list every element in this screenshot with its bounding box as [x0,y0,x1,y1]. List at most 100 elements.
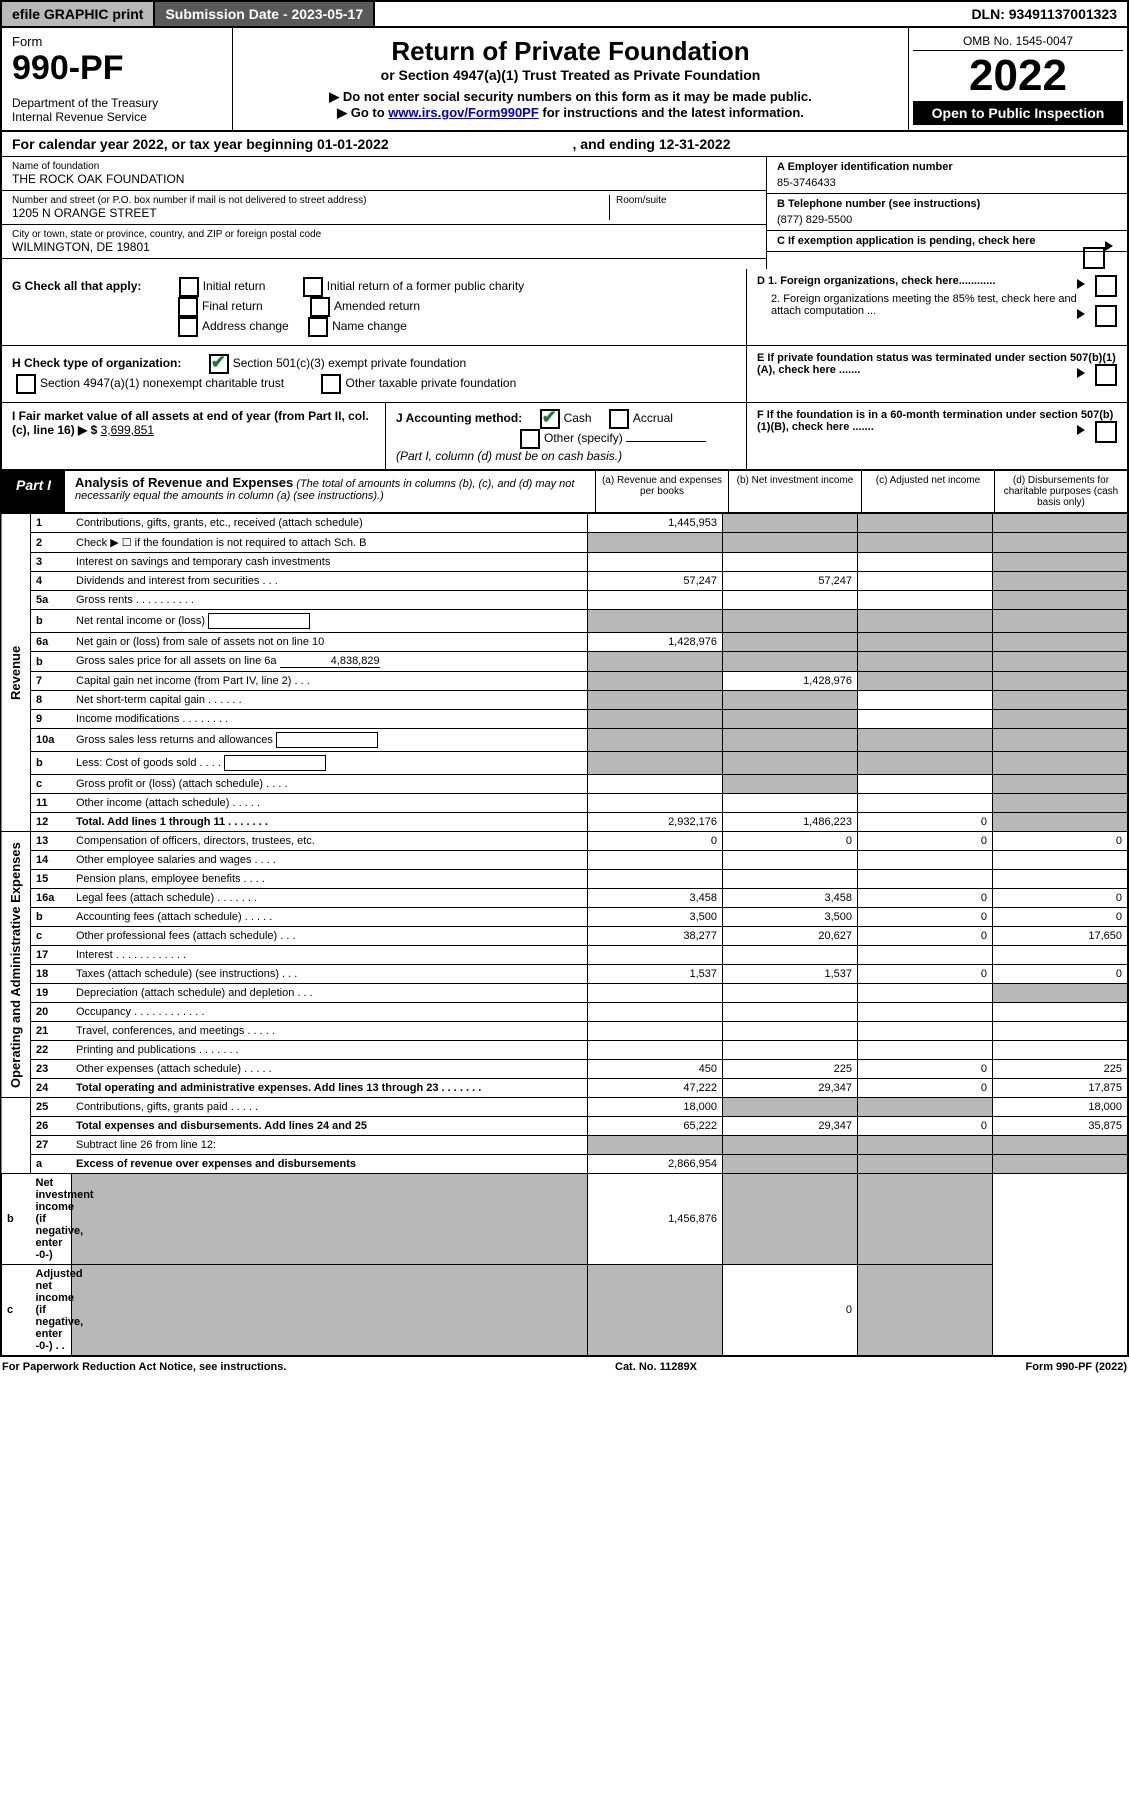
line-description: Capital gain net income (from Part IV, l… [71,672,588,691]
foundation-name-row: Name of foundation THE ROCK OAK FOUNDATI… [2,157,766,191]
ident-left: Name of foundation THE ROCK OAK FOUNDATI… [2,157,766,269]
f-checkbox[interactable] [1095,421,1117,443]
line-number: b [31,652,72,672]
amount-cell [993,572,1129,591]
line-number: 15 [31,870,72,889]
table-row: bNet investment income (if negative, ent… [1,1174,1128,1265]
table-row: 3Interest on savings and temporary cash … [1,553,1128,572]
4947a1-checkbox[interactable] [16,374,36,394]
amount-cell: 17,875 [993,1079,1129,1098]
section-f: F If the foundation is in a 60-month ter… [747,403,1127,469]
table-row: 2Check ▶ ☐ if the foundation is not requ… [1,533,1128,553]
line-number: 10a [31,729,72,752]
table-row: bNet rental income or (loss) [1,610,1128,633]
cash-checkbox[interactable] [540,409,560,429]
line-number: 11 [31,794,72,813]
amount-cell: 57,247 [723,572,858,591]
other-method-checkbox[interactable] [520,429,540,449]
line-number: 26 [31,1117,72,1136]
amount-cell [858,794,993,813]
line-number: 27 [31,1136,72,1155]
cy-begin: 01-01-2022 [317,136,389,152]
amount-cell [723,710,858,729]
open-public-badge: Open to Public Inspection [913,101,1123,125]
line-description: Interest . . . . . . . . . . . . [71,946,588,965]
amount-cell: 2,932,176 [588,813,723,832]
line-number: 23 [31,1060,72,1079]
501c3-checkbox[interactable] [209,354,229,374]
e-checkbox[interactable] [1095,364,1117,386]
omb-number: OMB No. 1545-0047 [913,32,1123,51]
header-note-1: ▶ Do not enter social security numbers o… [243,89,898,105]
note2-pre: ▶ Go to [337,105,388,120]
table-row: 8Net short-term capital gain . . . . . . [1,691,1128,710]
c-label: C If exemption application is pending, c… [777,235,1036,247]
table-row: bAccounting fees (attach schedule) . . .… [1,908,1128,927]
amount-cell [723,1098,858,1117]
amount-cell: 0 [858,965,993,984]
address-change-checkbox[interactable] [178,317,198,337]
amount-cell [723,633,858,652]
table-row: 19Depreciation (attach schedule) and dep… [1,984,1128,1003]
line-number: c [31,927,72,946]
amount-cell [993,851,1129,870]
d1-checkbox[interactable] [1095,275,1117,297]
amended-return-checkbox[interactable] [310,297,330,317]
efile-print-button[interactable]: efile GRAPHIC print [2,2,155,26]
calendar-year-row: For calendar year 2022, or tax year begi… [0,132,1129,157]
line-description: Legal fees (attach schedule) . . . . . .… [71,889,588,908]
accrual-checkbox[interactable] [609,409,629,429]
line-description: Excess of revenue over expenses and disb… [71,1155,588,1174]
d1-label: D 1. Foreign organizations, check here..… [757,275,995,287]
amount-cell [588,752,723,775]
exemption-pending-row: C If exemption application is pending, c… [767,231,1127,252]
name-change-checkbox[interactable] [308,317,328,337]
identification-block: Name of foundation THE ROCK OAK FOUNDATI… [0,157,1129,269]
ein-label: A Employer identification number [777,161,1117,173]
initial-return-checkbox[interactable] [179,277,199,297]
line-description: Income modifications . . . . . . . . [71,710,588,729]
initial-former-checkbox[interactable] [303,277,323,297]
amount-cell [993,813,1129,832]
amount-cell: 1,428,976 [588,633,723,652]
amount-cell [858,729,993,752]
line-description: Accounting fees (attach schedule) . . . … [71,908,588,927]
amount-cell: 57,247 [588,572,723,591]
line-description: Occupancy . . . . . . . . . . . . [71,1003,588,1022]
amount-cell [588,591,723,610]
amount-cell [723,514,858,533]
addr-label: Number and street (or P.O. box number if… [12,195,609,206]
g-label: G Check all that apply: [12,279,141,293]
amount-cell [723,591,858,610]
table-row: 9Income modifications . . . . . . . . [1,710,1128,729]
form-instructions-link[interactable]: www.irs.gov/Form990PF [388,105,539,120]
final-return-checkbox[interactable] [178,297,198,317]
amount-cell [993,633,1129,652]
table-row: 25Contributions, gifts, grants paid . . … [1,1098,1128,1117]
d2-checkbox[interactable] [1095,305,1117,327]
amount-cell [723,691,858,710]
exemption-checkbox[interactable] [1083,247,1105,269]
line-number: 16a [31,889,72,908]
section-g-row: G Check all that apply: Initial return I… [0,269,1129,346]
line-number: c [1,1265,31,1357]
amount-cell [858,1155,993,1174]
amount-cell: 0 [723,832,858,851]
line-description: Compensation of officers, directors, tru… [71,832,588,851]
amount-cell [588,1003,723,1022]
amount-cell [858,691,993,710]
line-description: Other income (attach schedule) . . . . . [71,794,588,813]
amount-cell [723,752,858,775]
table-row: 12Total. Add lines 1 through 11 . . . . … [1,813,1128,832]
amount-cell [723,1041,858,1060]
amount-cell [858,1174,993,1265]
amount-cell [723,1155,858,1174]
address-row: Number and street (or P.O. box number if… [2,191,766,225]
header-note-2: ▶ Go to www.irs.gov/Form990PF for instru… [243,105,898,121]
col-d-head: (d) Disbursements for charitable purpose… [994,471,1127,512]
line-description: Other expenses (attach schedule) . . . .… [71,1060,588,1079]
other-taxable-checkbox[interactable] [321,374,341,394]
amount-cell [858,1022,993,1041]
line-description: Check ▶ ☐ if the foundation is not requi… [71,533,588,553]
amount-cell [858,610,993,633]
